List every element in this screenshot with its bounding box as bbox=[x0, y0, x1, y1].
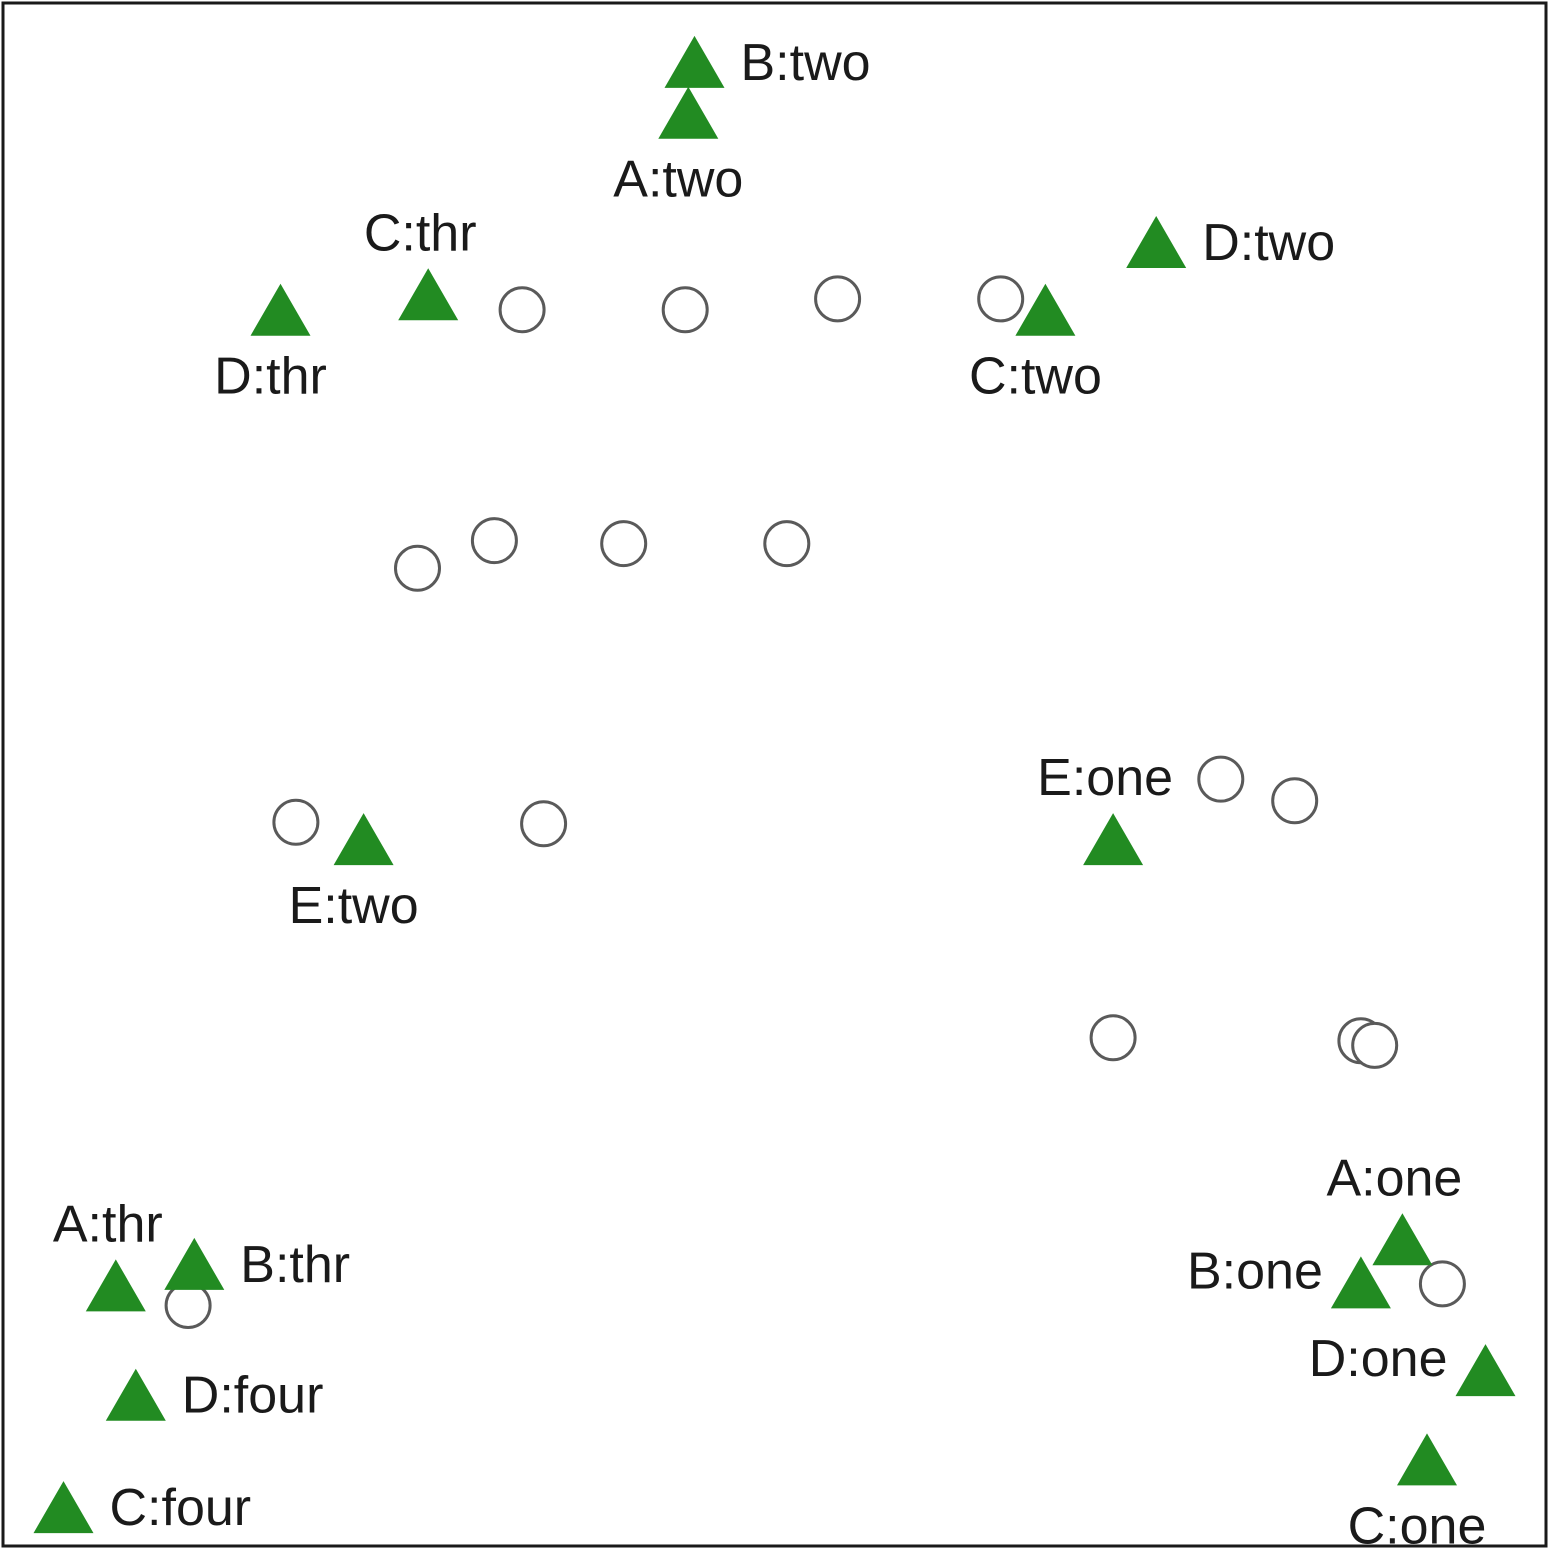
species-label: B:thr bbox=[240, 1236, 350, 1294]
site-points bbox=[164, 275, 1466, 1329]
species-label: D:four bbox=[182, 1367, 324, 1425]
species-label: D:one bbox=[1309, 1330, 1448, 1388]
species-point bbox=[85, 1259, 146, 1312]
species-point bbox=[1126, 216, 1187, 268]
site-point bbox=[394, 544, 441, 592]
species-point bbox=[333, 813, 394, 866]
species-label: C:four bbox=[110, 1479, 252, 1537]
species-point bbox=[1330, 1256, 1391, 1309]
species-label: A:two bbox=[613, 151, 743, 209]
species-point bbox=[1015, 283, 1076, 336]
site-point bbox=[1351, 1021, 1399, 1069]
site-point bbox=[1271, 777, 1319, 825]
species-label: D:thr bbox=[214, 348, 327, 406]
species-label: E:two bbox=[289, 877, 419, 935]
species-point bbox=[164, 1237, 225, 1290]
species-label: C:thr bbox=[364, 204, 477, 262]
site-point bbox=[1418, 1260, 1466, 1308]
species-label: C:one bbox=[1348, 1497, 1487, 1549]
site-point bbox=[977, 275, 1025, 323]
species-labels: B:two A:two D:two C:thr D:thr C:two E:two E:one… bbox=[53, 34, 1486, 1549]
site-point bbox=[498, 286, 546, 334]
site-point bbox=[600, 520, 648, 568]
site-point bbox=[1197, 755, 1245, 803]
site-point bbox=[1089, 1014, 1137, 1062]
site-point bbox=[470, 517, 518, 565]
species-point bbox=[33, 1481, 94, 1534]
species-label: A:one bbox=[1326, 1149, 1462, 1207]
species-points bbox=[33, 35, 1516, 1534]
species-point bbox=[250, 283, 311, 336]
species-point bbox=[658, 86, 719, 139]
species-label: B:one bbox=[1187, 1242, 1323, 1300]
site-point bbox=[272, 798, 320, 846]
species-point bbox=[1397, 1433, 1457, 1486]
species-label: D:two bbox=[1202, 214, 1335, 272]
species-point bbox=[105, 1368, 166, 1421]
species-point bbox=[664, 35, 725, 88]
species-label: C:two bbox=[969, 348, 1102, 406]
species-point bbox=[1083, 813, 1144, 866]
species-label: A:thr bbox=[53, 1195, 163, 1253]
site-point bbox=[520, 800, 568, 848]
species-point bbox=[1455, 1344, 1516, 1397]
species-label: B:two bbox=[741, 34, 871, 92]
species-point bbox=[1372, 1213, 1433, 1266]
site-point bbox=[164, 1282, 212, 1329]
site-point bbox=[661, 286, 709, 334]
site-point bbox=[763, 520, 811, 568]
species-point bbox=[398, 268, 459, 321]
site-point bbox=[814, 275, 862, 323]
species-label: E:one bbox=[1037, 749, 1173, 807]
